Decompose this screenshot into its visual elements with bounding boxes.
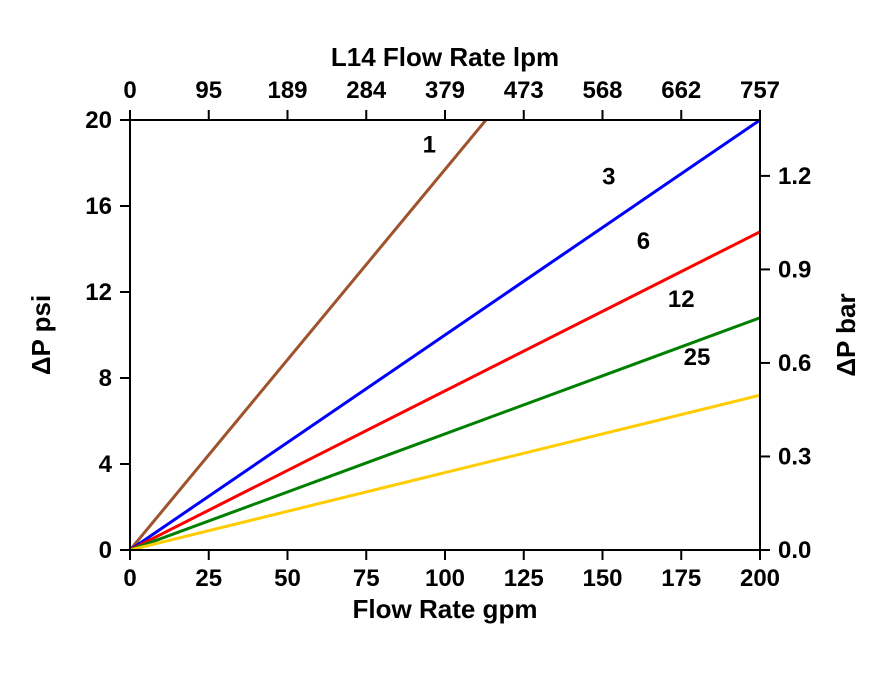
y-right-title: ΔP bar xyxy=(831,293,861,376)
series-label-1: 1 xyxy=(423,131,436,158)
y-left-tick-label: 16 xyxy=(85,193,112,220)
x-top-tick-label: 757 xyxy=(740,77,780,104)
x-top-tick-label: 189 xyxy=(267,77,307,104)
x-top-tick-label: 0 xyxy=(123,77,136,104)
y-left-tick-label: 0 xyxy=(99,537,112,564)
x-top-tick-label: 568 xyxy=(582,77,622,104)
x-bottom-tick-label: 200 xyxy=(740,565,780,592)
y-right-tick-label: 0.0 xyxy=(778,537,811,564)
x-bottom-tick-label: 125 xyxy=(504,565,544,592)
x-top-tick-label: 662 xyxy=(661,77,701,104)
x-top-tick-label: 95 xyxy=(195,77,222,104)
series-line-3 xyxy=(130,120,760,550)
series-label-25: 25 xyxy=(684,344,711,371)
y-right-tick-label: 1.2 xyxy=(778,163,811,190)
series-label-3: 3 xyxy=(602,164,615,191)
series-label-12: 12 xyxy=(668,286,695,313)
x-bottom-tick-label: 25 xyxy=(195,565,222,592)
y-right-tick-label: 0.6 xyxy=(778,350,811,377)
x-top-title: L14 Flow Rate lpm xyxy=(331,42,559,72)
x-bottom-tick-label: 150 xyxy=(582,565,622,592)
x-top-tick-label: 473 xyxy=(504,77,544,104)
series-line-6 xyxy=(130,232,760,550)
y-left-tick-label: 12 xyxy=(85,279,112,306)
y-left-tick-label: 8 xyxy=(99,365,112,392)
x-bottom-tick-label: 100 xyxy=(425,565,465,592)
pressure-flow-chart: 13612250255075100125150175200Flow Rate g… xyxy=(0,0,884,684)
x-top-tick-label: 284 xyxy=(346,77,387,104)
y-left-tick-label: 20 xyxy=(85,107,112,134)
y-left-title: ΔP psi xyxy=(26,295,56,375)
y-left-tick-label: 4 xyxy=(99,451,113,478)
x-bottom-title: Flow Rate gpm xyxy=(353,594,538,624)
x-bottom-tick-label: 50 xyxy=(274,565,301,592)
x-top-tick-label: 379 xyxy=(425,77,465,104)
x-bottom-tick-label: 175 xyxy=(661,565,701,592)
y-right-tick-label: 0.9 xyxy=(778,256,811,283)
x-bottom-tick-label: 75 xyxy=(353,565,380,592)
series-line-25 xyxy=(130,395,760,550)
x-bottom-tick-label: 0 xyxy=(123,565,136,592)
series-label-6: 6 xyxy=(637,228,650,255)
y-right-tick-label: 0.3 xyxy=(778,443,811,470)
